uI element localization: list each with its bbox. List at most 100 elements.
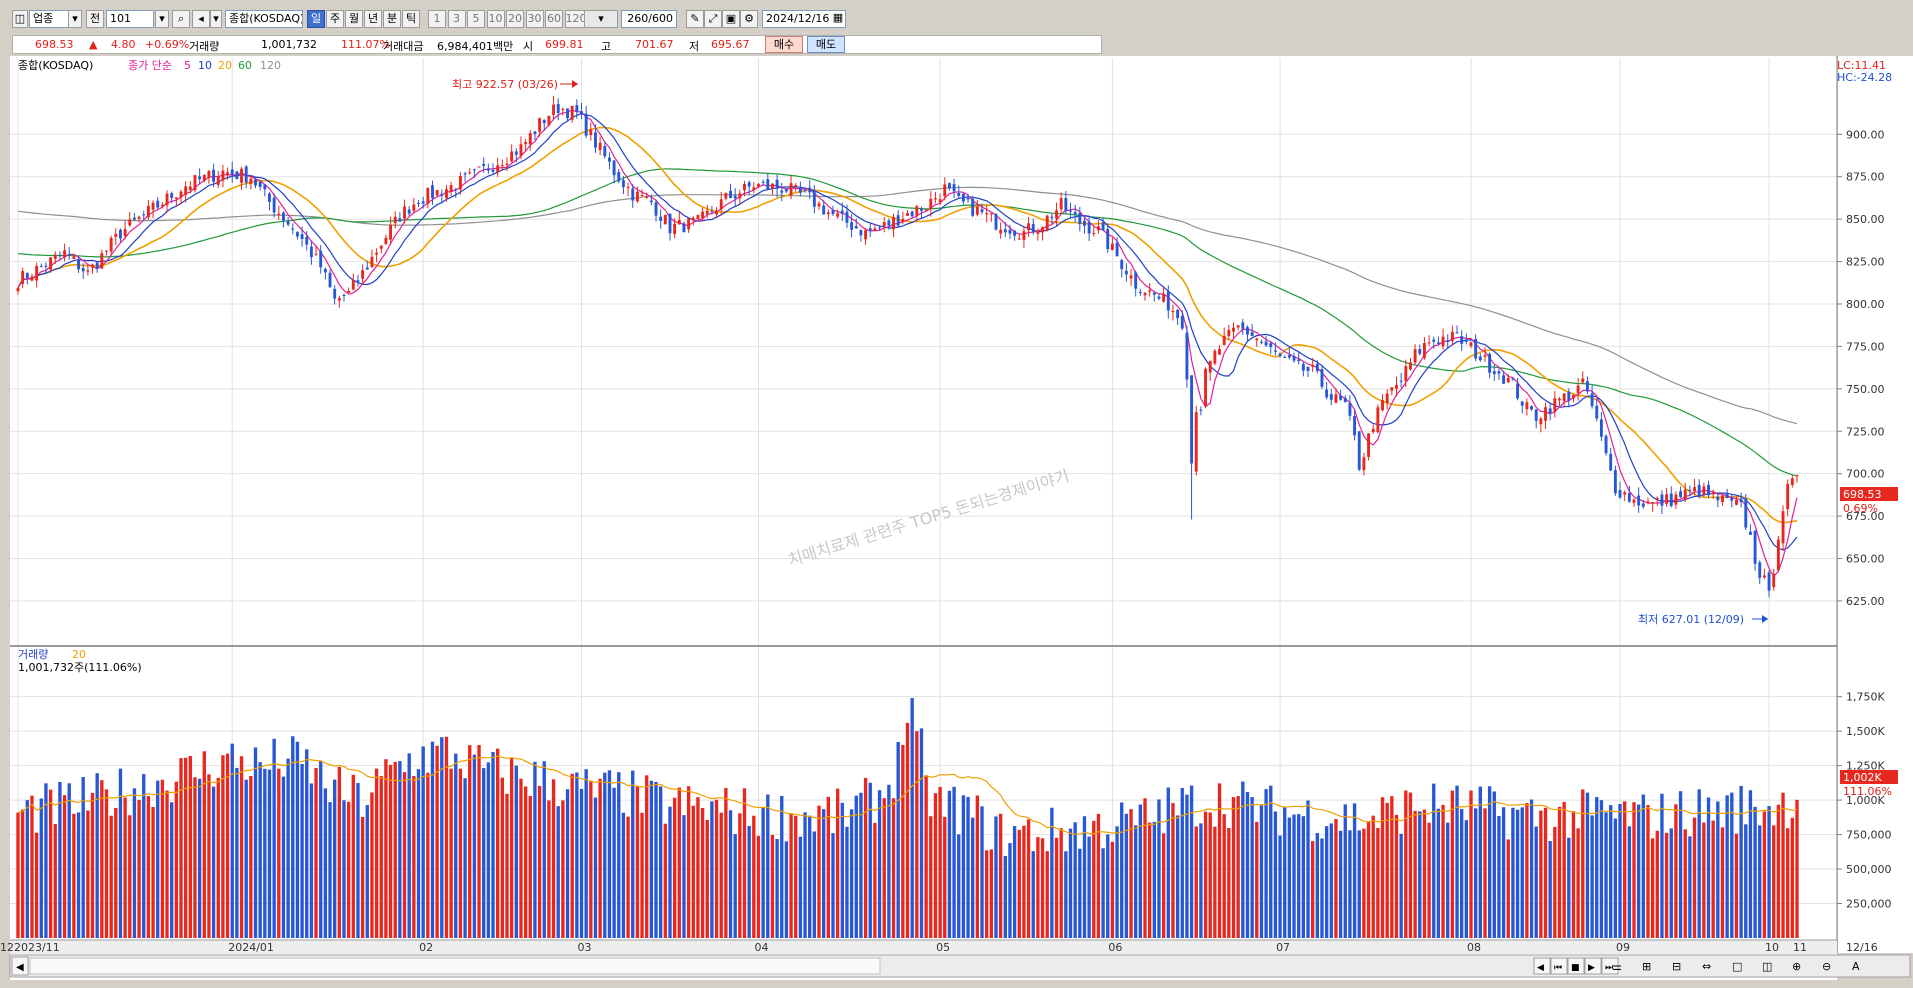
minute-button-3[interactable]: 3 xyxy=(447,10,466,28)
volume-tick-label-3: 1,000K xyxy=(1846,794,1885,807)
candle-body xyxy=(1790,478,1794,486)
sell-button[interactable]: 매도 xyxy=(807,36,845,53)
candle-body xyxy=(323,268,327,273)
period-button-0[interactable]: 일 xyxy=(307,10,325,28)
volume-bar xyxy=(72,813,76,938)
window-icon[interactable]: ◫ xyxy=(12,10,28,28)
tool-icon-5[interactable]: ◫ xyxy=(1762,960,1772,973)
minute-button-1[interactable]: 1 xyxy=(428,10,446,28)
last-price-value: 698.53 xyxy=(1843,488,1882,501)
tool-icon-1[interactable]: ⊞ xyxy=(1642,960,1651,973)
save-icon[interactable]: ▣ xyxy=(722,10,740,28)
high-arrow-head xyxy=(572,80,578,88)
code-dropdown-icon[interactable]: ▾ xyxy=(155,10,169,28)
volume-bar xyxy=(1045,851,1049,938)
volume-bar xyxy=(1758,825,1762,938)
period-button-4[interactable]: 분 xyxy=(383,10,401,28)
tool-icon-7[interactable]: ⊖ xyxy=(1822,960,1831,973)
ma60-legend: 60 xyxy=(238,59,252,72)
count-field[interactable]: 260/600 xyxy=(621,10,677,28)
calendar-icon[interactable]: ▦ xyxy=(832,11,844,24)
volume-bar xyxy=(789,813,793,938)
low-label: 저 xyxy=(689,40,700,53)
volume-bar xyxy=(621,812,626,938)
speaker-icon[interactable]: ◂ xyxy=(192,10,210,28)
minute-button-60[interactable]: 60 xyxy=(545,10,563,28)
nav-button-3[interactable] xyxy=(1584,957,1602,975)
volume-bar xyxy=(1553,826,1557,938)
candle-body xyxy=(1269,343,1273,347)
sector-dropdown-icon[interactable]: ▾ xyxy=(68,10,82,28)
volume-bar xyxy=(1404,790,1408,938)
volume-bar xyxy=(1618,804,1622,938)
minute-button-20[interactable]: 20 xyxy=(506,10,524,28)
candle-body xyxy=(1506,377,1510,383)
candle-body xyxy=(72,256,76,259)
volume-bar xyxy=(109,815,113,938)
candle-body xyxy=(1781,511,1785,544)
candle-body xyxy=(1576,385,1580,394)
minute-button-10[interactable]: 10 xyxy=(486,10,505,28)
candle-body xyxy=(1427,342,1431,344)
volume-bar xyxy=(505,793,509,938)
volume-bar xyxy=(542,761,546,938)
candle-body xyxy=(1222,335,1226,345)
period-button-3[interactable]: 년 xyxy=(364,10,382,28)
nav-button-1[interactable] xyxy=(1550,957,1568,975)
candle-body xyxy=(1399,380,1403,382)
volume-bar xyxy=(1180,788,1184,938)
tool-icon-6[interactable]: ⊕ xyxy=(1792,960,1801,973)
speaker-dropdown-icon[interactable]: ▾ xyxy=(210,10,222,28)
volume-bar xyxy=(1571,811,1576,938)
minute-button-30[interactable]: 30 xyxy=(525,10,544,28)
minute-button-5[interactable]: 5 xyxy=(467,10,485,28)
volume-bar xyxy=(1217,783,1222,938)
all-button[interactable]: 전 xyxy=(86,10,104,28)
candle-body xyxy=(1008,229,1012,234)
volume-bar xyxy=(845,826,849,938)
period-button-2[interactable]: 월 xyxy=(345,10,363,28)
volume-bar xyxy=(1436,808,1441,938)
gear-icon[interactable]: ⚙ xyxy=(740,10,758,28)
tool-icon-2[interactable]: ⊟ xyxy=(1672,960,1681,973)
unit-dropdown[interactable]: ▾ xyxy=(584,10,618,28)
candle-body xyxy=(538,118,542,132)
volume-bar xyxy=(1017,829,1021,938)
candle-body xyxy=(938,199,942,203)
date-field[interactable]: 2024/12/16 xyxy=(762,10,846,28)
vma-line xyxy=(17,755,1798,835)
period-button-1[interactable]: 주 xyxy=(326,10,344,28)
candle-body xyxy=(915,206,919,216)
nav-button-4[interactable] xyxy=(1601,957,1619,975)
nav-button-2[interactable] xyxy=(1567,957,1585,975)
search-icon[interactable]: ⌕ xyxy=(172,10,190,28)
tool-icon-4[interactable]: □ xyxy=(1732,960,1742,973)
candle-body xyxy=(403,206,406,219)
period-button-5[interactable]: 틱 xyxy=(402,10,420,28)
volume-bar xyxy=(1734,833,1739,938)
volume-bar xyxy=(1315,833,1319,938)
volume-bar xyxy=(1669,828,1673,938)
sector-select[interactable]: 업종 xyxy=(29,10,69,28)
tool-icon-2[interactable]: ⤢ xyxy=(704,10,722,28)
code-input[interactable]: 101 xyxy=(106,10,154,28)
volume-bar xyxy=(165,790,169,938)
minute-button-120[interactable]: 120 xyxy=(564,10,587,28)
nav-button-0[interactable] xyxy=(1533,957,1551,975)
candle-body xyxy=(882,222,886,226)
candle-body xyxy=(44,265,48,267)
volume-bar xyxy=(854,795,858,938)
tool-icon-3[interactable]: ⇔ xyxy=(1702,960,1711,973)
volume-bar xyxy=(668,806,672,938)
scroll-thumb[interactable] xyxy=(29,957,881,975)
candle-body xyxy=(733,195,737,199)
candle-body xyxy=(868,228,872,231)
tool-icon-0[interactable]: ⚌ xyxy=(1612,960,1622,973)
scroll-left-button[interactable] xyxy=(11,956,29,976)
candle-body xyxy=(356,280,360,282)
volume-bar xyxy=(1352,803,1357,938)
buy-button[interactable]: 매수 xyxy=(765,36,803,53)
x-tick-label-2: 02 xyxy=(419,941,433,954)
tool-icon-8[interactable]: A xyxy=(1852,960,1860,973)
tool-icon-1[interactable]: ✎ xyxy=(686,10,704,28)
